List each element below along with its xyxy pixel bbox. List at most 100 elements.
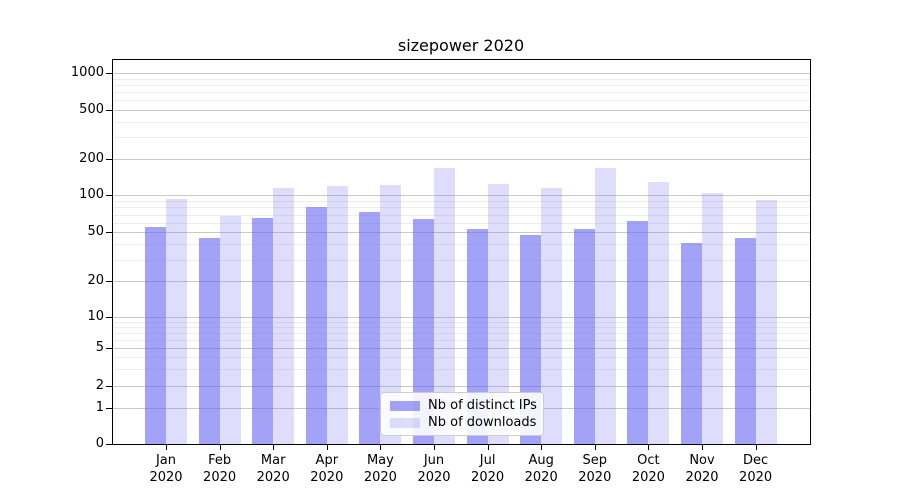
x-tick-month: May — [366, 453, 394, 468]
x-tick-mark — [702, 445, 703, 450]
spine-left — [112, 59, 113, 445]
y-gridline-major — [112, 158, 810, 160]
x-tick-year: 2020 — [310, 470, 344, 485]
x-tick-label: Jul 2020 — [456, 452, 520, 486]
y-gridline-major — [112, 316, 810, 318]
y-tick-label: 2 — [95, 378, 104, 394]
x-tick-year: 2020 — [524, 470, 558, 485]
x-tick-month: Oct — [637, 453, 660, 468]
y-gridline-minor — [112, 244, 810, 246]
plot-area: Nb of distinct IPs Nb of downloads — [112, 59, 810, 444]
x-tick-label: Nov 2020 — [670, 452, 734, 486]
x-tick-month: Sep — [582, 453, 608, 468]
y-gridline-major — [112, 195, 810, 197]
y-tick-label: 200 — [79, 150, 104, 166]
y-tick-mark — [106, 316, 112, 318]
bar-downloads — [648, 181, 670, 444]
x-tick-month: Aug — [528, 453, 554, 468]
x-tick-mark — [755, 445, 757, 450]
x-tick-month: Dec — [743, 453, 769, 468]
x-tick-month: Jun — [423, 453, 445, 468]
x-tick-year: 2020 — [578, 470, 612, 485]
bar-downloads — [326, 185, 348, 444]
bar-distinct-ips — [520, 234, 542, 444]
x-tick-month: Feb — [208, 453, 232, 468]
y-tick-label: 1 — [95, 400, 104, 415]
y-gridline-major — [112, 232, 810, 234]
y-gridline-minor — [112, 326, 810, 328]
x-tick-year: 2020 — [685, 470, 719, 485]
y-tick-label: 5 — [95, 339, 104, 355]
bar-distinct-ips — [145, 227, 166, 444]
x-tick-year: 2020 — [256, 470, 290, 485]
x-tick-label: Aug 2020 — [509, 452, 573, 486]
x-tick-label: Jun 2020 — [402, 452, 466, 486]
y-tick-mark — [106, 158, 112, 160]
y-tick-label: 100 — [79, 187, 104, 203]
x-tick-year: 2020 — [149, 470, 183, 485]
x-tick-label: May 2020 — [348, 452, 412, 486]
x-tick-mark — [273, 445, 275, 450]
y-gridline-major — [112, 280, 810, 282]
bar-distinct-ips — [573, 229, 595, 444]
bar-downloads — [380, 184, 402, 444]
x-tick-month: Jul — [479, 453, 496, 468]
bar-downloads — [166, 199, 187, 444]
y-gridline-minor — [112, 332, 810, 334]
legend-label-distinct-ips: Nb of distinct IPs — [428, 398, 537, 413]
y-tick-label: 50 — [87, 224, 104, 240]
y-gridline-minor — [112, 259, 810, 261]
y-gridline-major — [112, 73, 810, 74]
x-tick-mark — [326, 445, 328, 450]
x-tick-month: Mar — [260, 453, 286, 468]
bar-distinct-ips — [466, 229, 488, 444]
y-tick-mark — [106, 347, 112, 349]
x-tick-label: Mar 2020 — [241, 452, 305, 486]
y-tick-mark — [106, 73, 112, 74]
y-tick-mark — [106, 280, 112, 282]
legend: Nb of distinct IPs Nb of downloads — [380, 392, 544, 436]
bar-downloads — [273, 187, 295, 444]
y-tick-mark — [106, 110, 112, 111]
legend-label-downloads: Nb of downloads — [428, 415, 537, 430]
bar-distinct-ips — [627, 221, 649, 444]
chart-title: sizepower 2020 — [397, 36, 525, 55]
y-tick-mark — [106, 408, 112, 409]
bar-distinct-ips — [305, 207, 327, 444]
y-gridline-major — [112, 386, 810, 388]
spine-right — [810, 59, 811, 445]
bar-downloads — [541, 187, 563, 444]
y-gridline-minor — [112, 339, 810, 341]
y-tick-label: 500 — [79, 102, 104, 117]
x-tick-label: Dec 2020 — [724, 452, 788, 486]
y-gridline-minor — [112, 78, 810, 80]
bar-distinct-ips — [413, 219, 434, 444]
x-tick-year: 2020 — [471, 470, 505, 485]
bar-downloads — [219, 216, 241, 444]
bar-downloads — [487, 183, 509, 444]
x-tick-month: Apr — [315, 453, 339, 468]
y-gridline-minor — [112, 214, 810, 216]
y-tick-mark — [106, 386, 112, 388]
y-tick-label: 10 — [87, 308, 104, 324]
bar-distinct-ips — [734, 238, 756, 444]
y-tick-label: 0 — [95, 436, 104, 451]
y-gridline-minor — [112, 201, 810, 203]
x-tick-mark — [219, 445, 221, 450]
y-tick-mark — [106, 195, 112, 197]
x-tick-year: 2020 — [417, 470, 451, 485]
bar-downloads — [755, 199, 777, 444]
x-tick-month: Jan — [155, 453, 177, 468]
x-tick-month: Nov — [689, 453, 715, 468]
bar-downloads — [434, 167, 455, 444]
bar-distinct-ips — [681, 243, 702, 444]
y-tick-mark — [106, 444, 112, 445]
legend-item-distinct-ips: Nb of distinct IPs — [390, 398, 537, 413]
spine-bottom — [112, 444, 811, 445]
y-tick-label: 1000 — [70, 65, 104, 80]
bar-distinct-ips — [198, 238, 220, 444]
bar-distinct-ips — [252, 217, 274, 444]
y-gridline-minor — [112, 100, 810, 102]
x-tick-year: 2020 — [363, 470, 397, 485]
